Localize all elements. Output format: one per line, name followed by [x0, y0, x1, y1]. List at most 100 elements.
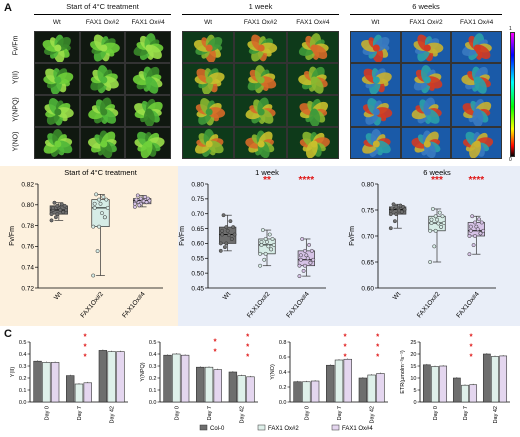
fluorescence-image-0-2-1 — [79, 95, 126, 127]
panel-b-bg-start — [0, 166, 178, 326]
box-point-2-2-3 — [468, 228, 473, 233]
fluorescence-image-0-3-1 — [79, 127, 126, 159]
box-point-1-0-12 — [224, 225, 229, 230]
box-point-2-0-14 — [390, 206, 395, 211]
bar-ylabel-0: Y(II) — [10, 367, 16, 378]
fluorescence-image-1-1-2 — [286, 63, 339, 95]
box-point-1-0-3 — [220, 232, 225, 237]
bar-ytick-label-0-5: 0.5 — [19, 340, 27, 346]
boxplot-ytick-label-2-0: 0.60 — [361, 285, 374, 292]
bar-ytick-label-3-1: 5 — [413, 388, 416, 394]
group-title-6weeks: 6 weeks — [412, 2, 440, 11]
fluorescence-image-0-1-2 — [125, 63, 171, 95]
box-point-1-2-1 — [303, 263, 307, 268]
box-point-0-1-9 — [95, 249, 100, 254]
box-point-0-0-7 — [58, 208, 63, 212]
box-point-1-2-11 — [297, 263, 302, 268]
box-point-2-2-0 — [467, 252, 472, 257]
bar-ytick-label-0-1: 0.1 — [19, 388, 27, 394]
fluorescence-image-2-0-2 — [451, 31, 502, 63]
bar-1-2-2 — [246, 376, 255, 403]
boxplot-ylabel-1: Fv/Fm — [179, 226, 186, 246]
bar-2-0-2 — [310, 380, 320, 403]
box-point-1-1-5 — [270, 237, 275, 241]
box-point-2-2-14 — [468, 224, 473, 229]
box-point-1-1-9 — [262, 257, 267, 262]
box-point-1-0-11 — [218, 241, 223, 246]
bar-significance-0-1-3: * — [83, 353, 87, 362]
bar-2-2-0 — [358, 377, 368, 403]
group-title-start: Start of 4°C treatment — [66, 2, 139, 11]
box-point-0-0-8 — [64, 208, 69, 212]
bar-3-0-2 — [439, 365, 448, 403]
box-point-1-1-1 — [263, 251, 268, 256]
panel-b-bg-cold — [178, 166, 520, 326]
bar-ytick-label-1-2: 0.2 — [149, 376, 157, 382]
box-point-2-0-12 — [394, 204, 399, 209]
column-label-1-2: FAX1 Ox#4 — [296, 19, 330, 26]
boxplot-ylabel-0: Fv/Fm — [9, 226, 16, 246]
bar-significance-1-2-1: * — [246, 333, 250, 342]
group-line-6weeks — [350, 14, 502, 15]
panel-a-letter: A — [4, 2, 12, 14]
column-label-2-0: Wt — [371, 19, 380, 26]
fluorescence-image-2-2-2 — [451, 95, 502, 127]
boxplot-ytick-label-1-4: 0.65 — [191, 226, 204, 233]
bar-significance-3-1-1: * — [469, 333, 473, 342]
column-label-0-2: FAX1 Ox#4 — [131, 19, 165, 26]
box-point-2-1-9 — [432, 244, 437, 249]
group-line-start — [34, 14, 171, 15]
box-point-1-2-12 — [303, 248, 307, 253]
bar-0-1-1 — [74, 383, 84, 403]
box-point-1-0-9 — [222, 245, 227, 250]
fluorescence-image-1-2-2 — [286, 95, 339, 127]
bar-significance-3-1-0: * — [469, 328, 473, 332]
legend-swatch-2 — [331, 424, 340, 431]
bar-3-2-0 — [482, 353, 491, 403]
bar-2-1-1 — [334, 359, 344, 403]
bar-0-0-2 — [50, 362, 60, 403]
box-point-2-2-5 — [479, 220, 484, 225]
boxplot-title-1: 1 week — [255, 168, 279, 177]
bar-significance-2-2-0: * — [376, 328, 380, 332]
box-point-2-0-13 — [399, 209, 404, 214]
bar-ytick-label-3-4: 20 — [410, 352, 416, 358]
row-label-3: Y(NO) — [12, 131, 20, 152]
bar-ytick-label-0-2: 0.2 — [19, 376, 27, 382]
bar-2-2-1 — [367, 374, 376, 403]
bar-category-2-2: Day 42 — [370, 406, 376, 423]
box-point-2-1-7 — [436, 221, 441, 226]
boxplot-ytick-label-1-3: 0.60 — [191, 241, 204, 248]
boxplot-ytick-label-2-1: 0.65 — [361, 259, 374, 266]
box-point-1-0-5 — [231, 225, 236, 230]
box-point-1-0-10 — [228, 219, 233, 224]
column-label-1-1: FAX1 Ox#2 — [243, 19, 278, 26]
fluorescence-image-2-2-0 — [350, 95, 401, 127]
fluorescence-image-2-1-0 — [350, 63, 401, 95]
boxplot-ytick-label-1-2: 0.55 — [191, 256, 204, 263]
row-label-2: Y(NPQ) — [12, 97, 20, 122]
box-point-2-2-8 — [481, 228, 486, 233]
column-label-1-0: Wt — [204, 19, 213, 26]
bar-significance-2-1-2: * — [343, 343, 347, 352]
box-point-2-2-7 — [475, 227, 480, 232]
boxplot-ytick-label-0-3: 0.78 — [21, 223, 34, 230]
bar-significance-2-1-0: * — [343, 328, 347, 332]
bar-0-1-2 — [83, 382, 92, 403]
box-point-2-2-1 — [473, 234, 477, 238]
bar-category-1-1: Day 7 — [207, 406, 213, 420]
box-significance-1-1: ** — [263, 175, 271, 186]
boxplot-ytick-label-2-3: 0.75 — [361, 207, 374, 214]
bar-1-2-1 — [237, 375, 246, 403]
bar-significance-2-2-3: * — [376, 353, 380, 362]
fluorescence-image-0-0-2 — [125, 31, 171, 63]
boxplot-title-0: Start of 4°C treatment — [64, 168, 138, 177]
fluorescence-image-0-2-0 — [34, 95, 80, 127]
box-point-0-0-0 — [49, 218, 54, 223]
fluorescence-image-1-3-0 — [182, 127, 235, 159]
bar-ytick-label-1-1: 0.1 — [149, 388, 157, 394]
fluorescence-image-1-1-0 — [182, 63, 235, 95]
bar-ytick-label-1-0: 0.0 — [149, 400, 157, 406]
box-point-0-1-4 — [98, 201, 103, 206]
box-point-1-1-7 — [266, 244, 271, 249]
